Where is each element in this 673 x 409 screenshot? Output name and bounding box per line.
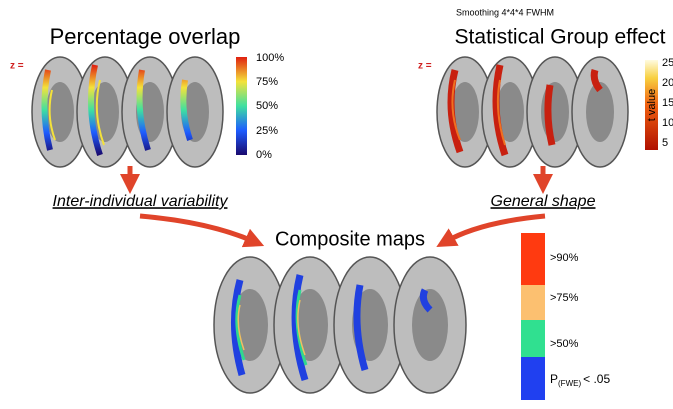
legend-label: P(FWE)< .05	[550, 372, 610, 388]
legend: >90% >75% >50% P(FWE)< .05	[521, 233, 610, 400]
panel-title: Composite maps	[275, 228, 425, 250]
p-rest: < .05	[583, 372, 610, 386]
colorbar-label: 75%	[256, 76, 278, 88]
brain-slices-stat	[437, 57, 628, 167]
p-sub: (FWE)	[558, 379, 581, 388]
panel-title: Statistical Group effect	[455, 26, 666, 49]
legend-swatch	[521, 320, 545, 357]
colorbar-title: t value	[646, 89, 658, 121]
figure: Percentage overlap z = 100% 75% 50% 25% …	[0, 0, 673, 409]
caption: General shape	[491, 193, 596, 210]
legend-swatch	[521, 233, 545, 285]
smoothing-note: Smoothing 4*4*4 FWHM	[456, 7, 554, 17]
panel-title: Percentage overlap	[50, 24, 241, 49]
z-label: z =	[10, 61, 24, 72]
brain-slices-overlap	[32, 57, 223, 167]
colorbar-label: 50%	[256, 100, 278, 112]
legend-label: >75%	[550, 292, 579, 304]
legend-swatch	[521, 285, 545, 320]
colorbar-label: 100%	[256, 52, 284, 64]
p-main: P	[550, 372, 558, 386]
legend-swatch	[521, 357, 545, 400]
colorbar-label: 20	[662, 77, 673, 89]
brain-slices-composite	[214, 257, 466, 393]
colorbar-label: 10	[662, 117, 673, 129]
z-label: z =	[418, 61, 432, 72]
caption: Inter-individual variability	[53, 193, 229, 210]
colorbar-labels: 25 20 15 10 5	[662, 57, 673, 149]
colorbar-labels: 100% 75% 50% 25% 0%	[256, 52, 284, 161]
legend-label: >90%	[550, 252, 579, 264]
colorbar-label: 15	[662, 97, 673, 109]
colorbar-label: 25	[662, 57, 673, 69]
legend-label: >50%	[550, 338, 579, 350]
colorbar	[236, 57, 247, 155]
colorbar-label: 25%	[256, 125, 278, 137]
colorbar-label: 5	[662, 137, 668, 149]
colorbar-label: 0%	[256, 149, 272, 161]
